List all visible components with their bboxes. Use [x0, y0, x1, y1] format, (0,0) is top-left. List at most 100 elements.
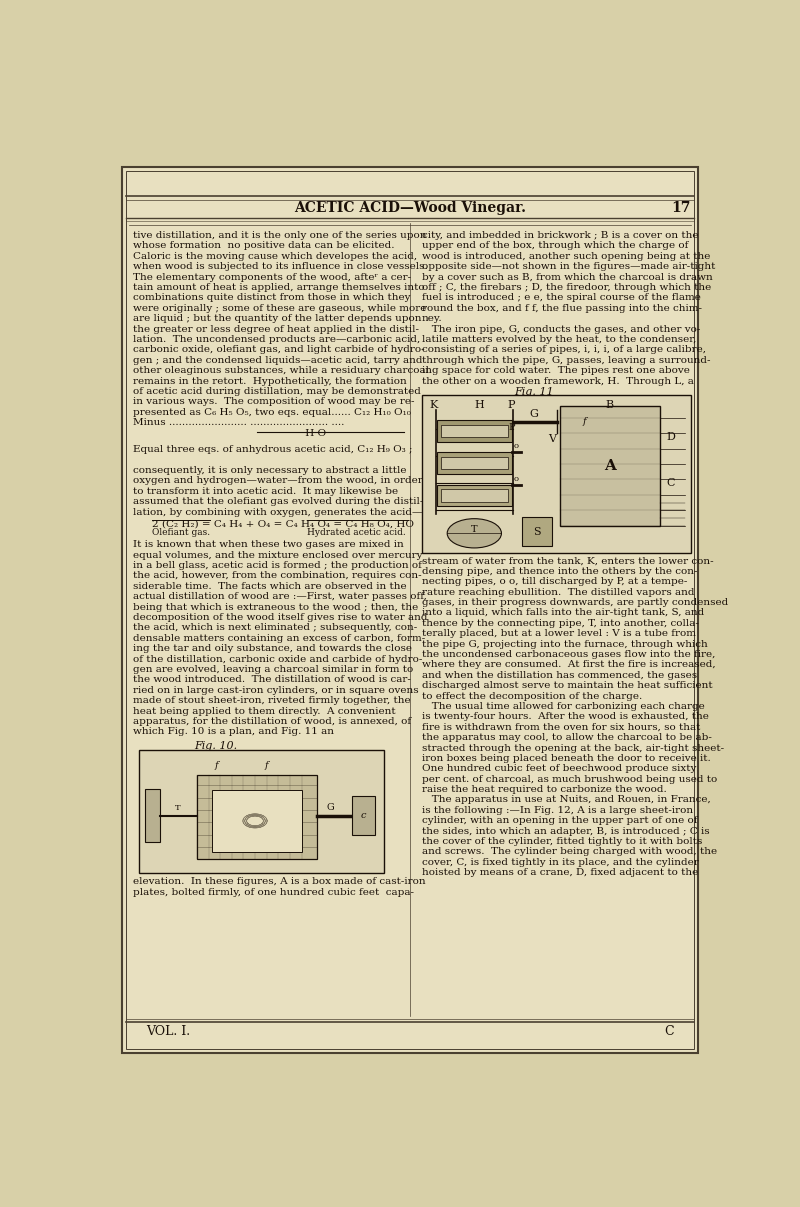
Text: S: S	[534, 526, 541, 537]
Bar	[145, 788, 161, 842]
Text: T: T	[471, 525, 478, 533]
Bar	[441, 457, 508, 470]
Text: where they are consumed.  At first the fire is increased,: where they are consumed. At first the fi…	[422, 660, 715, 670]
Text: the uncondensed carbonaceous gases flow into the fire,: the uncondensed carbonaceous gases flow …	[422, 649, 715, 659]
Bar	[197, 775, 317, 859]
Bar	[522, 517, 552, 547]
Text: The apparatus in use at Nuits, and Rouen, in France,: The apparatus in use at Nuits, and Rouen…	[422, 795, 710, 805]
Text: siderable time.  The facts which are observed in the: siderable time. The facts which are obse…	[133, 582, 406, 590]
Text: gases, in their progress downwards, are partly condensed: gases, in their progress downwards, are …	[422, 597, 728, 607]
Text: P: P	[508, 422, 515, 432]
Text: elevation.  In these figures, A is a box made of cast-iron: elevation. In these figures, A is a box …	[133, 877, 425, 886]
Text: opposite side—not shown in the figures—made air-tight: opposite side—not shown in the figures—m…	[422, 262, 715, 272]
Text: ing space for cold water.  The pipes rest one above: ing space for cold water. The pipes rest…	[422, 366, 690, 375]
Text: C: C	[666, 478, 675, 489]
Text: oxygen and hydrogen—water—from the wood, in order: oxygen and hydrogen—water—from the wood,…	[133, 477, 422, 485]
Text: H O: H O	[133, 428, 326, 438]
Text: ried on in large cast-iron cylinders, or in square ovens: ried on in large cast-iron cylinders, or…	[133, 686, 418, 695]
Text: ACETIC ACID—Wood Vinegar.: ACETIC ACID—Wood Vinegar.	[294, 202, 526, 215]
Text: off ; C, the firebars ; D, the firedoor, through which the: off ; C, the firebars ; D, the firedoor,…	[422, 284, 711, 292]
Text: and screws.  The cylinder being charged with wood, the: and screws. The cylinder being charged w…	[422, 847, 717, 857]
Text: o: o	[514, 474, 518, 483]
Text: The elementary components of the wood, afteʳ a cer-: The elementary components of the wood, a…	[133, 273, 410, 281]
Text: i: i	[473, 491, 476, 500]
Text: made of stout sheet-iron, riveted firmly together, the: made of stout sheet-iron, riveted firmly…	[133, 696, 410, 705]
Text: consisting of a series of pipes, i, i, i, of a large calibre,: consisting of a series of pipes, i, i, i…	[422, 345, 706, 355]
Text: Minus ........................ ........................ ....: Minus ........................ .........…	[133, 418, 344, 427]
Bar	[212, 791, 302, 852]
Text: to transform it into acetic acid.  It may likewise be: to transform it into acetic acid. It may…	[133, 486, 398, 496]
Text: D: D	[666, 432, 675, 442]
Text: iron boxes being placed beneath the door to receive it.: iron boxes being placed beneath the door…	[422, 754, 710, 763]
Text: gen are evolved, leaving a charcoal similar in form to: gen are evolved, leaving a charcoal simi…	[133, 665, 413, 674]
Text: The usual time allowed for carbonizing each charge: The usual time allowed for carbonizing e…	[422, 702, 704, 711]
Text: the sides, into which an adapter, B, is introduced ; C is: the sides, into which an adapter, B, is …	[422, 827, 710, 835]
Text: into a liquid, which falls into the air-tight tank, S, and: into a liquid, which falls into the air-…	[422, 608, 704, 617]
Text: other oleaginous substances, while a residuary charcoal: other oleaginous substances, while a res…	[133, 366, 429, 375]
Text: fuel is introduced ; e e, the spiral course of the flame: fuel is introduced ; e e, the spiral cou…	[422, 293, 701, 303]
Text: necting pipes, o o, till discharged by P, at a tempe-: necting pipes, o o, till discharged by P…	[422, 577, 687, 587]
Text: Fig. 11: Fig. 11	[514, 387, 554, 397]
Text: rature reaching ebullition.  The distilled vapors and: rature reaching ebullition. The distille…	[422, 588, 694, 596]
Text: heat being applied to them directly.  A convenient: heat being applied to them directly. A c…	[133, 706, 395, 716]
Text: V: V	[548, 433, 556, 444]
Text: is twenty-four hours.  After the wood is exhausted, the: is twenty-four hours. After the wood is …	[422, 712, 709, 722]
Text: of the distillation, carbonic oxide and carbide of hydro-: of the distillation, carbonic oxide and …	[133, 654, 422, 664]
Text: K: K	[430, 400, 438, 410]
Text: stream of water from the tank, K, enters the lower con-: stream of water from the tank, K, enters…	[422, 556, 714, 565]
Text: lation, by combining with oxygen, generates the acid—: lation, by combining with oxygen, genera…	[133, 507, 422, 517]
Bar	[437, 485, 511, 507]
Text: densable matters containing an excess of carbon, form-: densable matters containing an excess of…	[133, 634, 425, 643]
Text: carbonic oxide, olefiant gas, and light carbide of hydro-: carbonic oxide, olefiant gas, and light …	[133, 345, 424, 355]
Bar	[422, 395, 691, 553]
Text: stracted through the opening at the back, air-tight sheet-: stracted through the opening at the back…	[422, 744, 724, 752]
Text: upper end of the box, through which the charge of: upper end of the box, through which the …	[422, 241, 688, 251]
Text: assumed that the olefiant gas evolved during the distil-: assumed that the olefiant gas evolved du…	[133, 497, 423, 506]
Text: of acetic acid during distillation, may be demonstrated: of acetic acid during distillation, may …	[133, 387, 421, 396]
Text: the acid, however, from the combination, requires con-: the acid, however, from the combination,…	[133, 571, 421, 581]
Text: being that which is extraneous to the wood ; then, the: being that which is extraneous to the wo…	[133, 602, 418, 612]
Text: o: o	[514, 442, 518, 450]
Bar	[352, 797, 375, 835]
Text: cover, C, is fixed tightly in its place, and the cylinder: cover, C, is fixed tightly in its place,…	[422, 858, 698, 867]
Text: consequently, it is only necessary to abstract a little: consequently, it is only necessary to ab…	[133, 466, 406, 474]
Text: Hydrated acetic acid.: Hydrated acetic acid.	[307, 529, 406, 537]
Text: the pipe G, projecting into the furnace, through which: the pipe G, projecting into the furnace,…	[422, 640, 707, 648]
Text: were originally ; some of these are gaseous, while more: were originally ; some of these are gase…	[133, 304, 426, 313]
Text: B: B	[606, 400, 614, 410]
Text: is the following :—In Fig. 12, A is a large sheet-iron: is the following :—In Fig. 12, A is a la…	[422, 806, 693, 815]
Text: raise the heat required to carbonize the wood.: raise the heat required to carbonize the…	[422, 785, 666, 794]
Text: cylinder, with an opening in the upper part of one of: cylinder, with an opening in the upper p…	[422, 816, 697, 826]
Text: plates, bolted firmly, of one hundred cubic feet  capa-: plates, bolted firmly, of one hundred cu…	[133, 887, 414, 897]
Text: decomposition of the wood itself gives rise to water and: decomposition of the wood itself gives r…	[133, 613, 427, 622]
Text: C: C	[664, 1026, 674, 1038]
Text: c: c	[361, 811, 366, 820]
Text: actual distillation of wood are :—First, water passes off,: actual distillation of wood are :—First,…	[133, 593, 426, 601]
Text: Fig. 10.: Fig. 10.	[194, 741, 238, 751]
Text: and when the distillation has commenced, the gases: and when the distillation has commenced,…	[422, 671, 697, 680]
Text: which Fig. 10 is a plan, and Fig. 11 an: which Fig. 10 is a plan, and Fig. 11 an	[133, 728, 334, 736]
Text: presented as C₆ H₅ O₅, two eqs. equal...... C₁₂ H₁₀ O₁₀: presented as C₆ H₅ O₅, two eqs. equal...…	[133, 408, 410, 416]
Text: Olefiant gas.: Olefiant gas.	[152, 529, 210, 537]
Text: i: i	[473, 426, 476, 436]
Text: combinations quite distinct from those in which they: combinations quite distinct from those i…	[133, 293, 410, 303]
Text: lation.  The uncondensed products are—carbonic acid,: lation. The uncondensed products are—car…	[133, 336, 420, 344]
Text: densing pipe, and thence into the others by the con-: densing pipe, and thence into the others…	[422, 567, 697, 576]
Ellipse shape	[447, 519, 502, 548]
Text: A: A	[252, 811, 262, 823]
Text: H: H	[475, 400, 485, 410]
Text: f: f	[214, 760, 218, 770]
Text: Equal three eqs. of anhydrous acetic acid, C₁₂ H₉ O₃ ;: Equal three eqs. of anhydrous acetic aci…	[133, 445, 412, 454]
Bar	[559, 407, 660, 525]
Text: in a bell glass, acetic acid is formed ; the production of: in a bell glass, acetic acid is formed ;…	[133, 561, 422, 570]
Text: equal volumes, and the mixture enclosed over mercury: equal volumes, and the mixture enclosed …	[133, 550, 422, 560]
Bar	[441, 489, 508, 502]
Text: P: P	[507, 400, 514, 410]
Text: It is known that when these two gases are mixed in: It is known that when these two gases ar…	[133, 541, 403, 549]
Text: round the box, and f f, the flue passing into the chim-: round the box, and f f, the flue passing…	[422, 304, 702, 313]
Text: f: f	[265, 760, 269, 770]
Text: wood is introduced, another such opening being at the: wood is introduced, another such opening…	[422, 252, 710, 261]
Text: tain amount of heat is applied, arrange themselves into: tain amount of heat is applied, arrange …	[133, 284, 424, 292]
Text: terally placed, but at a lower level : V is a tube from: terally placed, but at a lower level : V…	[422, 629, 696, 639]
Text: 2 (C₂ H₂) = C₄ H₄ + O₄ = C₄ H₄ O₄ = C₄ H₈ O₄, HO: 2 (C₂ H₂) = C₄ H₄ + O₄ = C₄ H₄ O₄ = C₄ H…	[152, 519, 414, 529]
